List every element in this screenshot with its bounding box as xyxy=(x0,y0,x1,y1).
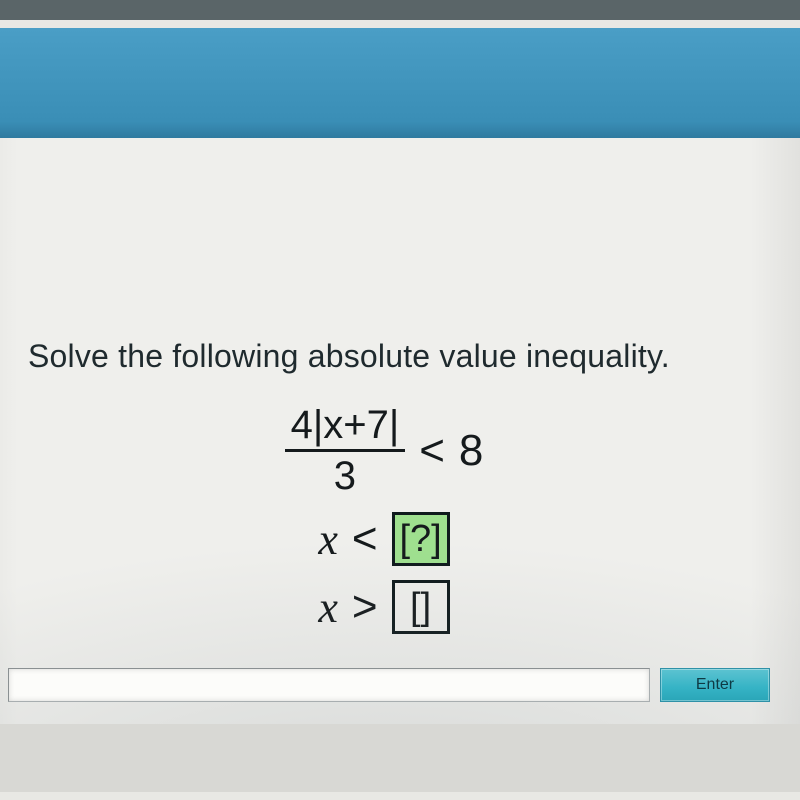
equation-block: 4|x+7| 3 < 8 x < [?] x > [ ] xyxy=(0,403,780,634)
answer2-variable: x xyxy=(318,582,338,633)
question-panel: Solve the following absolute value inequ… xyxy=(0,138,800,724)
inequality-operator: < xyxy=(419,426,445,476)
enter-button[interactable]: Enter xyxy=(660,668,770,702)
answer-input[interactable] xyxy=(8,668,650,702)
answer-line-2: x > [ ] xyxy=(0,580,780,634)
fraction-numerator: 4|x+7| xyxy=(285,403,406,452)
fraction: 4|x+7| 3 xyxy=(285,403,406,498)
fraction-denominator: 3 xyxy=(334,452,356,498)
answer1-operator: < xyxy=(352,514,378,564)
question-prompt: Solve the following absolute value inequ… xyxy=(0,338,780,375)
answer2-operator: > xyxy=(352,582,378,632)
answer1-box[interactable]: [?] xyxy=(392,512,450,566)
answer1-box-value: ? xyxy=(410,518,431,561)
answer1-variable: x xyxy=(318,514,338,565)
app-frame: Solve the following absolute value inequ… xyxy=(0,20,800,800)
equation-line-1: 4|x+7| 3 < 8 xyxy=(0,403,780,498)
equation-rhs: 8 xyxy=(459,426,483,476)
answer2-box[interactable]: [ ] xyxy=(392,580,450,634)
answer-input-row: Enter xyxy=(8,668,770,702)
answer-line-1: x < [?] xyxy=(0,512,780,566)
header-banner xyxy=(0,28,800,138)
